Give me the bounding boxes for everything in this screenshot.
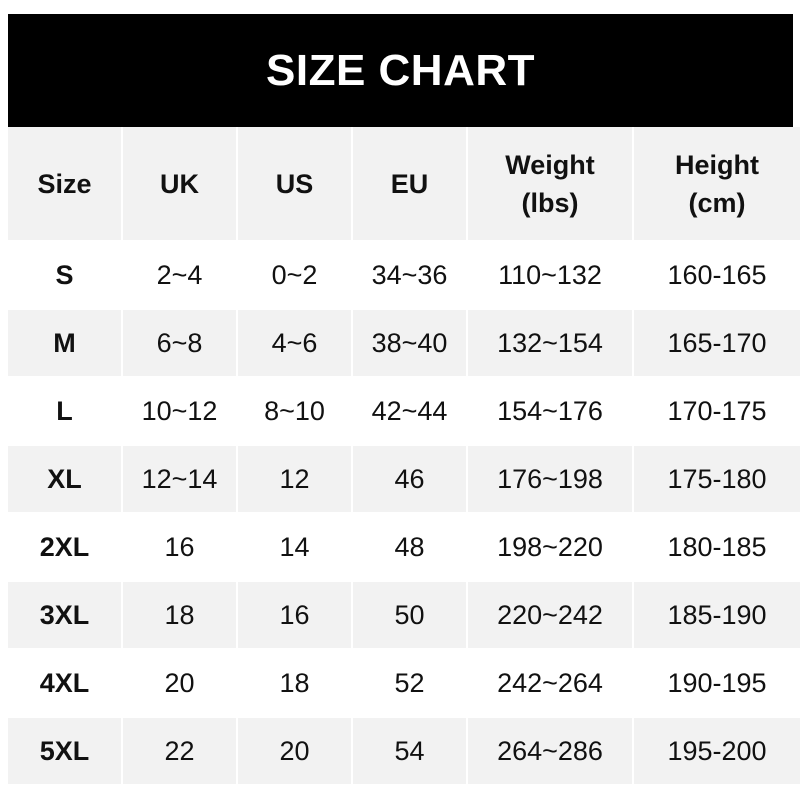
column-header-us: US	[238, 127, 351, 242]
cell-eu: 34~36	[353, 242, 466, 310]
column-header-text: Size	[37, 168, 92, 199]
cell-us: 14	[238, 514, 351, 582]
cell-weight: 242~264	[468, 650, 632, 718]
cell-us: 4~6	[238, 310, 351, 378]
cell-eu: 42~44	[353, 378, 466, 446]
table-row: M 6~8 4~6 38~40 132~154 165-170	[8, 310, 800, 378]
cell-height: 170-175	[634, 378, 800, 446]
column-header-height: Height (cm)	[634, 127, 800, 242]
cell-height: 160-165	[634, 242, 800, 310]
cell-weight: 198~220	[468, 514, 632, 582]
cell-size: XL	[8, 446, 121, 514]
cell-us: 12	[238, 446, 351, 514]
column-header-text: (cm)	[688, 187, 746, 218]
cell-uk: 6~8	[123, 310, 236, 378]
cell-height: 165-170	[634, 310, 800, 378]
cell-eu: 48	[353, 514, 466, 582]
size-chart-title: SIZE CHART	[8, 14, 793, 127]
column-header-uk: UK	[123, 127, 236, 242]
cell-size: M	[8, 310, 121, 378]
cell-height: 175-180	[634, 446, 800, 514]
column-header-text: Height	[675, 149, 759, 180]
cell-weight: 110~132	[468, 242, 632, 310]
cell-uk: 22	[123, 718, 236, 786]
cell-size: 5XL	[8, 718, 121, 786]
header-row: Size UK US EU Weight (lbs) Height (cm)	[8, 127, 800, 242]
cell-size: 3XL	[8, 582, 121, 650]
column-header-text: (lbs)	[521, 187, 579, 218]
cell-eu: 50	[353, 582, 466, 650]
cell-height: 180-185	[634, 514, 800, 582]
cell-us: 16	[238, 582, 351, 650]
cell-eu: 52	[353, 650, 466, 718]
table-row: L 10~12 8~10 42~44 154~176 170-175	[8, 378, 800, 446]
cell-uk: 10~12	[123, 378, 236, 446]
size-chart-table: Size UK US EU Weight (lbs) Height (cm) S 2~4 0~2 3…	[6, 127, 800, 786]
cell-size: 4XL	[8, 650, 121, 718]
column-header-text: Weight	[505, 149, 595, 180]
cell-eu: 54	[353, 718, 466, 786]
cell-eu: 46	[353, 446, 466, 514]
cell-weight: 132~154	[468, 310, 632, 378]
cell-us: 20	[238, 718, 351, 786]
table-row: 5XL 22 20 54 264~286 195-200	[8, 718, 800, 786]
column-header-weight: Weight (lbs)	[468, 127, 632, 242]
column-header-eu: EU	[353, 127, 466, 242]
cell-height: 185-190	[634, 582, 800, 650]
cell-uk: 2~4	[123, 242, 236, 310]
table-row: 4XL 20 18 52 242~264 190-195	[8, 650, 800, 718]
cell-uk: 18	[123, 582, 236, 650]
table-row: XL 12~14 12 46 176~198 175-180	[8, 446, 800, 514]
cell-uk: 12~14	[123, 446, 236, 514]
cell-uk: 20	[123, 650, 236, 718]
cell-size: L	[8, 378, 121, 446]
cell-weight: 264~286	[468, 718, 632, 786]
table-row: S 2~4 0~2 34~36 110~132 160-165	[8, 242, 800, 310]
cell-weight: 220~242	[468, 582, 632, 650]
cell-us: 18	[238, 650, 351, 718]
table-row: 3XL 18 16 50 220~242 185-190	[8, 582, 800, 650]
cell-eu: 38~40	[353, 310, 466, 378]
column-header-text: US	[275, 168, 314, 199]
cell-uk: 16	[123, 514, 236, 582]
column-header-text: EU	[390, 168, 429, 199]
cell-weight: 176~198	[468, 446, 632, 514]
cell-height: 190-195	[634, 650, 800, 718]
cell-us: 0~2	[238, 242, 351, 310]
column-header-size: Size	[8, 127, 121, 242]
column-header-text: UK	[160, 168, 199, 199]
table-row: 2XL 16 14 48 198~220 180-185	[8, 514, 800, 582]
cell-height: 195-200	[634, 718, 800, 786]
cell-weight: 154~176	[468, 378, 632, 446]
cell-size: S	[8, 242, 121, 310]
cell-size: 2XL	[8, 514, 121, 582]
cell-us: 8~10	[238, 378, 351, 446]
